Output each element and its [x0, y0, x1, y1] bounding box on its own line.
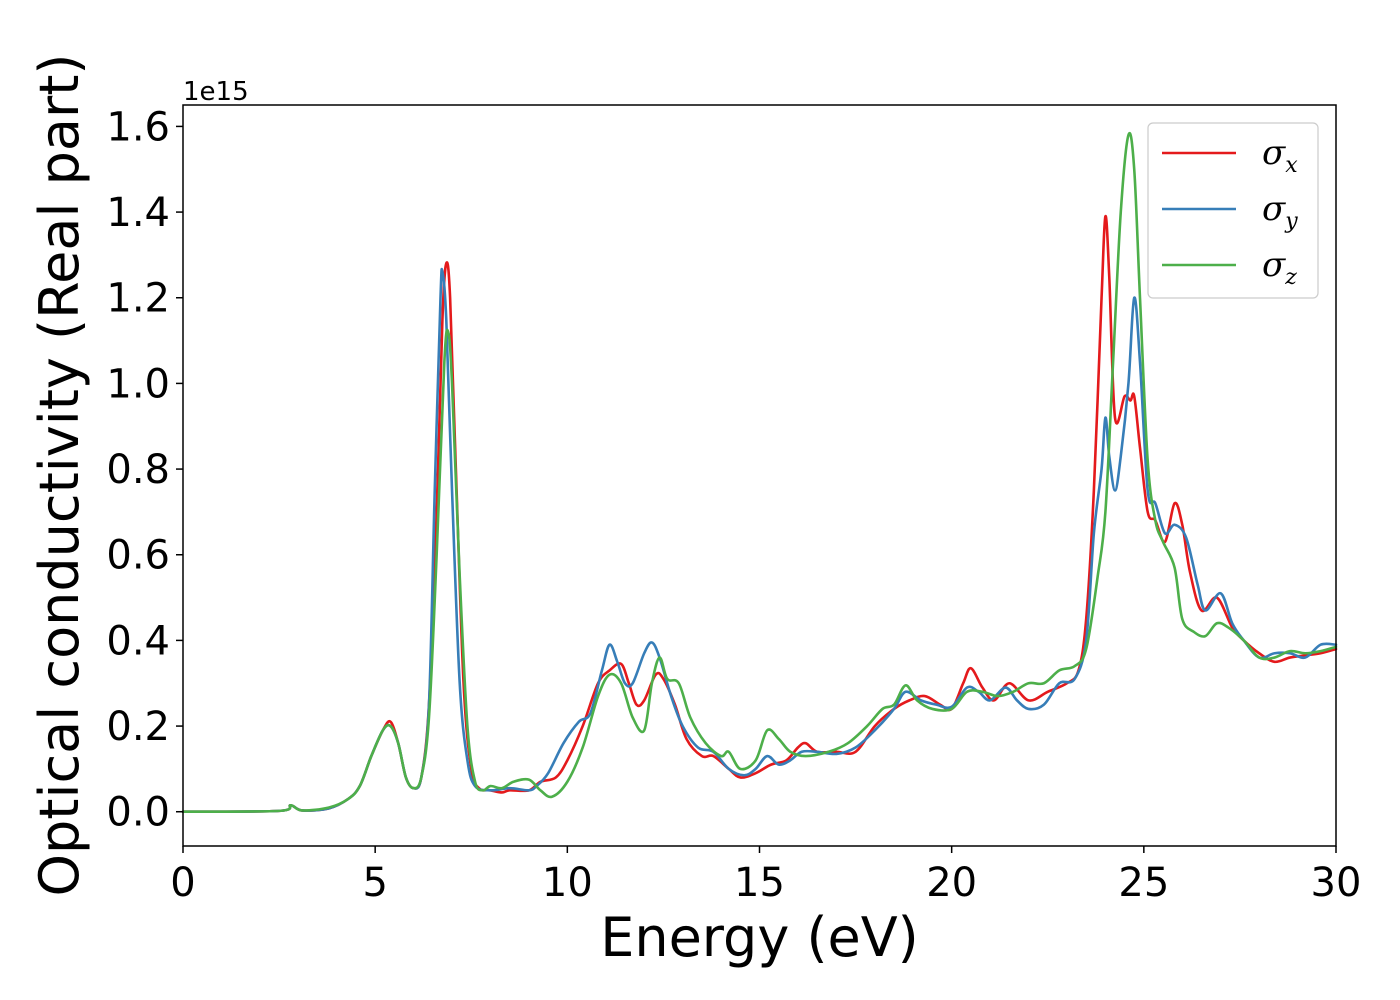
legend-box: [1147, 122, 1319, 299]
legend-label-z: σz: [1262, 245, 1297, 290]
x-axis-title: Energy (eV): [600, 906, 919, 969]
x-tick-label: 15: [734, 860, 785, 906]
y-tick-label: 0.8: [106, 447, 170, 493]
y-tick-label: 1.2: [106, 276, 170, 322]
ticks-layer: 0 5 10 15 20 25 30 0.0 0.2 0.4 0.6 0.8 1.0 1.2 1.4 1.6: [106, 104, 1361, 906]
series-line-z: [181, 131, 1338, 814]
legend-label-y: σy: [1262, 189, 1298, 234]
y-tick-label: 0.4: [106, 618, 170, 664]
y-axis-offset-label: 1e15: [183, 77, 249, 107]
y-tick-label: 0.2: [106, 704, 170, 750]
y-tick-label: 1.0: [106, 361, 170, 407]
legend-label-x: σx: [1262, 133, 1298, 178]
series-line-x: [181, 215, 1338, 814]
x-tick-label: 25: [1118, 860, 1169, 906]
y-tick-label: 1.6: [106, 104, 170, 150]
x-tick-label: 20: [926, 860, 977, 906]
x-tick-label: 5: [362, 860, 387, 906]
y-tick-label: 0.0: [106, 790, 170, 836]
x-tick-label: 10: [542, 860, 593, 906]
y-axis-title: Optical conductivity (Real part): [28, 54, 91, 897]
y-tick-label: 1.4: [106, 190, 170, 236]
x-tick-label: 30: [1311, 860, 1362, 906]
series-layer: [181, 131, 1338, 814]
series-line-y: [181, 267, 1338, 814]
y-tick-label: 0.6: [106, 533, 170, 579]
legend: σx σy σz: [1147, 122, 1319, 299]
x-tick-label: 0: [170, 860, 195, 906]
